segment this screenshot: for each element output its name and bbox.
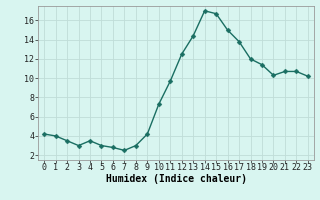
X-axis label: Humidex (Indice chaleur): Humidex (Indice chaleur) [106, 174, 246, 184]
